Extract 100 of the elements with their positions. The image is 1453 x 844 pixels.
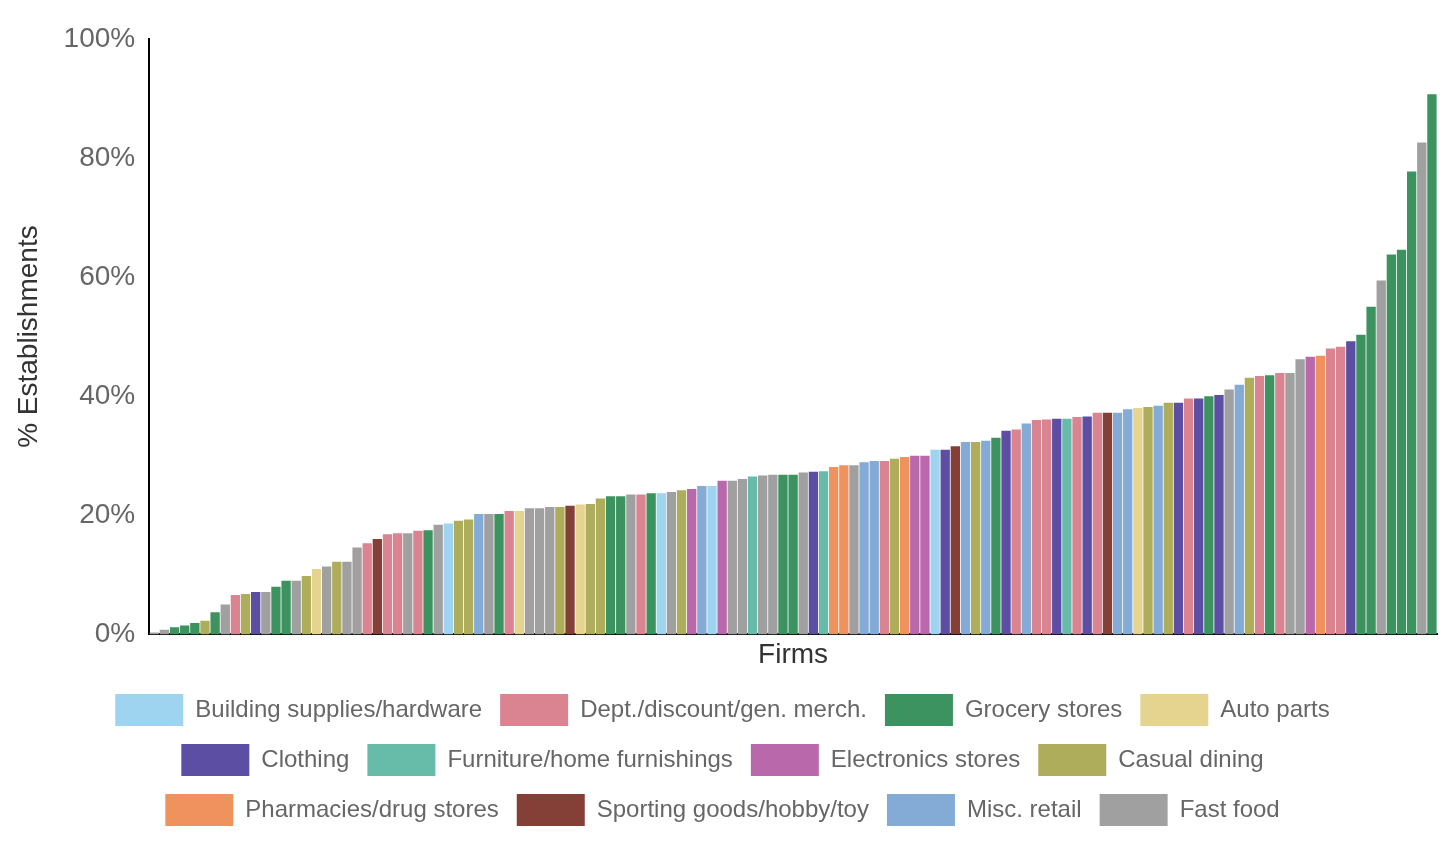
bar [1062, 418, 1072, 635]
legend-label: Pharmacies/drug stores [245, 794, 499, 822]
bar [474, 514, 484, 635]
bar [301, 576, 312, 635]
bar [636, 494, 646, 635]
bar [1072, 417, 1082, 635]
bar [1102, 412, 1113, 635]
bar [950, 446, 961, 635]
bar [1163, 402, 1173, 635]
bar [332, 561, 342, 635]
legend-label: Electronics stores [830, 744, 1021, 772]
legend-label: Sporting goods/hobby/toy [596, 794, 869, 822]
bar [403, 533, 413, 635]
legend-label: Building supplies/hardware [195, 694, 483, 722]
bar [1275, 372, 1285, 635]
bar [930, 449, 940, 635]
legend-label: Fast food [1179, 794, 1280, 822]
bar [413, 530, 423, 635]
bar [210, 612, 220, 635]
bar [230, 595, 241, 635]
bar [687, 489, 697, 635]
bar [443, 523, 454, 635]
bar [1214, 394, 1224, 635]
bar [1021, 423, 1031, 635]
y-tick-label: 0% [94, 617, 136, 649]
bar [423, 530, 433, 635]
bar [1265, 375, 1275, 635]
bar [1052, 418, 1062, 635]
y-tick-label: 40% [79, 378, 136, 410]
x-axis-title: Firms [758, 637, 829, 669]
bar [1417, 142, 1427, 635]
bar [1153, 405, 1163, 635]
bar [362, 543, 372, 635]
bar [372, 539, 383, 635]
bar [240, 593, 251, 635]
bar [504, 511, 514, 635]
bar [656, 493, 666, 635]
bar [220, 604, 230, 635]
bar [1011, 429, 1021, 635]
bar [1234, 384, 1244, 635]
bar [200, 620, 210, 635]
bar [494, 514, 504, 635]
bar [889, 458, 900, 635]
bar [798, 472, 808, 635]
bar [251, 592, 261, 635]
bar [818, 471, 829, 635]
bar [970, 442, 981, 635]
bar [1001, 430, 1011, 635]
bar [1376, 280, 1386, 635]
bar [1143, 406, 1153, 635]
bar [433, 524, 443, 635]
bar [899, 456, 910, 635]
bar [717, 480, 727, 635]
bar [1254, 375, 1265, 635]
bar [1092, 412, 1102, 635]
bar [261, 592, 271, 635]
bar [940, 449, 950, 635]
y-tick-label: 60% [79, 259, 136, 291]
y-tick-label: 100% [63, 21, 136, 53]
bar [1305, 356, 1315, 635]
bar [879, 461, 890, 635]
bar [1346, 341, 1356, 635]
y-tick-label: 20% [79, 498, 136, 529]
bar [1082, 416, 1092, 635]
bar [514, 511, 524, 635]
bar [1427, 94, 1437, 635]
bar [1194, 398, 1204, 635]
bar [291, 580, 301, 635]
bar [747, 476, 758, 635]
bar [484, 514, 494, 635]
bar [1133, 408, 1143, 635]
legend-label: Furniture/home furnishings [447, 744, 733, 772]
bar [311, 568, 322, 635]
bar [1244, 377, 1255, 635]
bar [575, 504, 585, 635]
bar [555, 506, 565, 635]
bar [646, 493, 656, 635]
legend-label: Casual dining [1118, 744, 1264, 772]
bar [1204, 396, 1214, 635]
legend-label: Misc. retail [966, 794, 1082, 822]
bar [322, 566, 332, 635]
bar [991, 437, 1001, 635]
bar [1224, 389, 1234, 635]
legend-label: Clothing [261, 744, 350, 772]
bar [1173, 402, 1184, 635]
bar [626, 494, 636, 635]
bar [707, 486, 717, 635]
y-tick-label: 80% [79, 140, 136, 172]
legend-label: Dept./discount/gen. merch. [580, 694, 867, 722]
bar [676, 490, 687, 635]
legend-label: Grocery stores [964, 694, 1123, 722]
bar [1315, 355, 1326, 635]
bar [565, 505, 575, 635]
bar [808, 471, 819, 635]
bar [1183, 398, 1194, 635]
y-axis-title: % Establishments [11, 225, 43, 448]
bar [697, 486, 707, 635]
legend-label: Auto parts [1220, 694, 1330, 722]
bar [981, 440, 991, 635]
bar [666, 492, 677, 635]
